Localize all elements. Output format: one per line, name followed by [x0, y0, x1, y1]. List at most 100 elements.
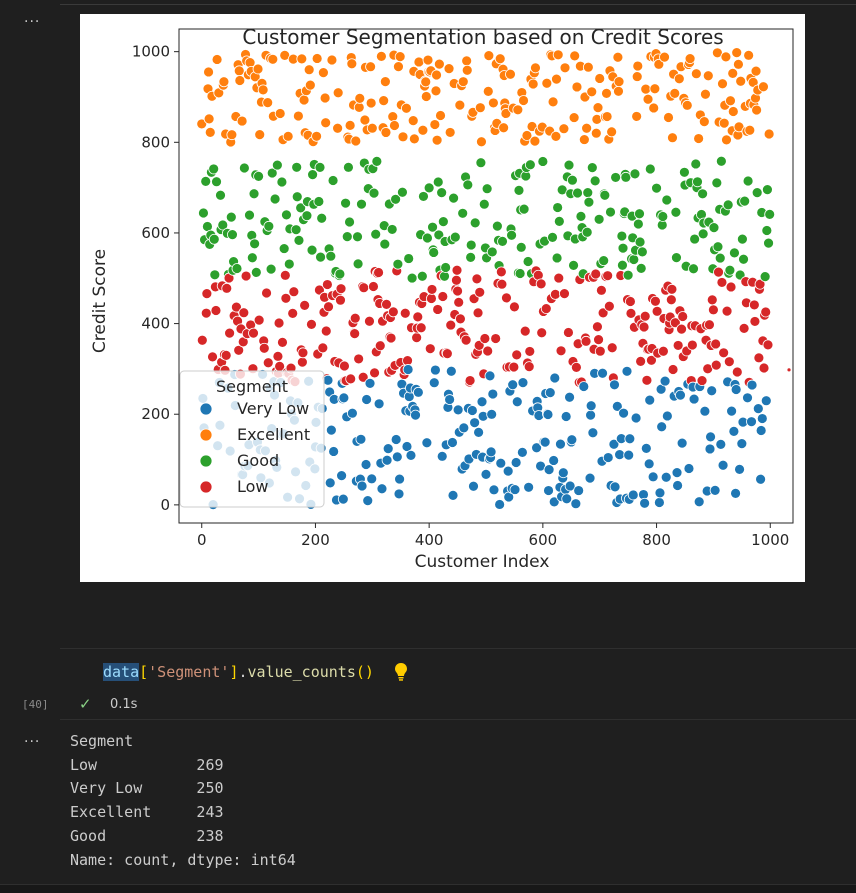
data-point [478, 198, 490, 210]
data-point [746, 416, 757, 428]
data-point [368, 187, 380, 199]
lightbulb-icon[interactable] [394, 662, 408, 686]
code-token-bracket-open: [ [139, 663, 149, 681]
data-point [598, 255, 610, 267]
data-point [681, 99, 693, 111]
data-point [659, 375, 671, 387]
data-point [763, 128, 775, 140]
data-point [558, 123, 570, 135]
data-point [671, 252, 682, 264]
data-point [669, 87, 681, 99]
y-tick-label: 200 [141, 405, 170, 423]
data-point [656, 421, 668, 433]
data-point [515, 241, 527, 253]
cell-menu-button[interactable]: ··· [24, 14, 41, 30]
data-point [592, 321, 603, 333]
data-point [725, 281, 737, 293]
data-point [713, 266, 724, 278]
y-tick-label: 0 [160, 496, 170, 514]
data-point [551, 252, 563, 264]
data-point [702, 70, 714, 82]
legend-marker [199, 454, 213, 468]
data-point [373, 267, 384, 278]
data-point [760, 306, 772, 318]
x-tick-label: 1000 [751, 531, 789, 549]
data-point [638, 321, 650, 333]
data-point [606, 126, 618, 138]
scatter-chart: Customer Segmentation based on Credit Sc… [90, 25, 794, 572]
data-point [327, 175, 339, 186]
code-cell[interactable] [60, 648, 856, 720]
data-point [457, 76, 469, 88]
data-point [735, 75, 747, 87]
data-point [631, 71, 643, 82]
data-point [418, 191, 429, 202]
data-point [293, 234, 305, 246]
data-point [618, 407, 629, 419]
data-point [397, 131, 409, 143]
data-point [344, 216, 355, 228]
data-point [743, 49, 755, 61]
data-point [224, 327, 235, 339]
data-point [422, 54, 434, 66]
data-point [352, 258, 364, 270]
execution-duration: 0.1s [110, 697, 138, 712]
data-point [646, 354, 657, 366]
data-point [261, 287, 272, 299]
data-point [527, 78, 539, 90]
data-point [402, 364, 414, 375]
data-point [350, 135, 362, 147]
data-point [481, 183, 493, 195]
data-point [712, 241, 724, 253]
data-point [474, 286, 486, 298]
data-point [544, 387, 556, 399]
data-point [679, 166, 690, 178]
data-point [726, 405, 737, 417]
data-point [651, 182, 662, 194]
data-point [432, 304, 444, 315]
data-point [296, 356, 308, 368]
data-point [640, 442, 652, 454]
data-point [209, 269, 221, 281]
code-token-dot: . [238, 663, 248, 681]
data-point [523, 361, 535, 373]
data-point [231, 301, 242, 313]
data-point [319, 92, 331, 104]
data-point [495, 457, 507, 469]
data-point [748, 299, 760, 311]
data-point [651, 305, 663, 317]
data-point [338, 392, 350, 404]
data-point [318, 67, 329, 79]
output-line: Good 238 [70, 826, 224, 845]
data-point [536, 327, 548, 339]
data-point [543, 464, 555, 476]
data-point [345, 373, 357, 385]
data-point [443, 63, 455, 75]
data-point [636, 246, 648, 258]
data-point [706, 294, 718, 306]
data-point [391, 451, 403, 463]
data-point [278, 243, 290, 254]
data-point [548, 455, 560, 466]
data-point [581, 226, 593, 238]
top-cell-border [60, 0, 856, 5]
data-point [535, 278, 547, 290]
data-point [542, 409, 554, 420]
data-point [416, 270, 428, 282]
output-menu-button[interactable]: ··· [24, 734, 41, 750]
data-point [258, 342, 270, 354]
data-point [462, 179, 474, 191]
data-point [257, 84, 269, 96]
data-point [238, 162, 250, 174]
data-point [393, 61, 404, 73]
data-point [375, 50, 387, 62]
data-point [608, 438, 620, 450]
data-point [448, 192, 459, 204]
data-point [614, 449, 626, 461]
x-axis-ticks: 0 200 400 600 800 1000 [197, 523, 789, 549]
code-editor-line[interactable]: data['Segment'].value_counts() [103, 663, 374, 681]
data-point [276, 176, 288, 188]
data-point [739, 195, 751, 207]
data-point [341, 231, 353, 243]
data-point [704, 443, 716, 455]
